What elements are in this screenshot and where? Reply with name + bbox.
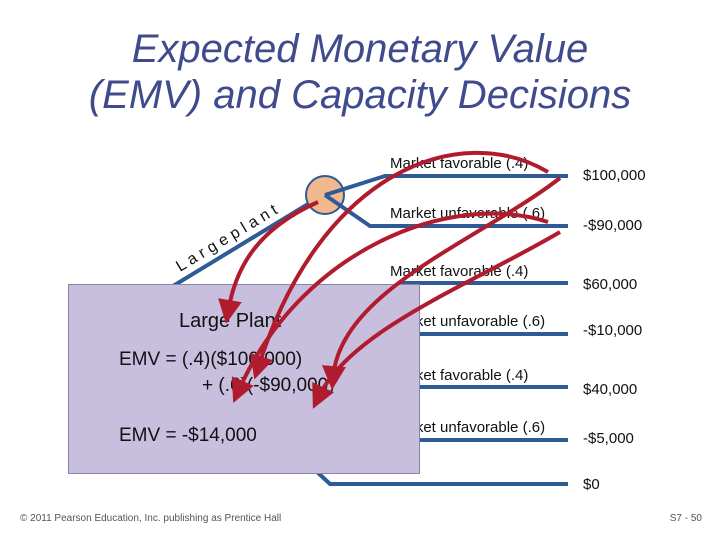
outcome-label-6: Market unfavorable (.6) — [390, 419, 546, 436]
arrow-probability-unfavorable — [231, 211, 549, 403]
outcome-value-1: $100,000 — [583, 167, 646, 184]
page-number: S7 - 50 — [669, 513, 702, 524]
outcome-value-4: -$10,000 — [583, 322, 643, 339]
do-nothing-branch — [313, 468, 568, 486]
title-line-1: Expected Monetary Value — [131, 27, 589, 71]
outcome-branch-2 — [323, 193, 568, 228]
slide-title: Expected Monetary Value (EMV) and Capaci… — [0, 26, 720, 118]
arrow-probability-favorable — [250, 150, 550, 380]
outcome-label-4: Market unfavorable (.6) — [390, 313, 546, 330]
copyright-footer: © 2011 Pearson Education, Inc. publishin… — [20, 513, 282, 524]
arrow-value-90000 — [312, 230, 562, 409]
emv-result: EMV = -$14,000 — [119, 425, 257, 446]
outcome-label-1: Market favorable (.4) — [390, 155, 529, 172]
outcome-value-2: -$90,000 — [583, 217, 643, 234]
arrow-large-plant — [218, 200, 319, 324]
outcome-value-6: -$5,000 — [583, 430, 634, 447]
outcome-value-5: $40,000 — [583, 381, 638, 398]
outcome-value-3: $60,000 — [583, 276, 638, 293]
outcome-label-5: Market favorable (.4) — [390, 367, 529, 384]
outcome-branch-1 — [324, 174, 568, 197]
arrow-value-100000 — [322, 176, 562, 390]
do-nothing-value: $0 — [583, 476, 600, 493]
title-line-2: (EMV) and Capacity Decisions — [88, 73, 632, 117]
